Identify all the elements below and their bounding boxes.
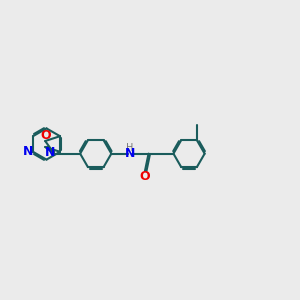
Text: N: N — [125, 147, 135, 160]
Text: N: N — [22, 145, 33, 158]
Text: O: O — [139, 170, 150, 183]
Text: N: N — [44, 146, 55, 159]
Text: H: H — [126, 143, 134, 153]
Text: O: O — [40, 128, 51, 142]
